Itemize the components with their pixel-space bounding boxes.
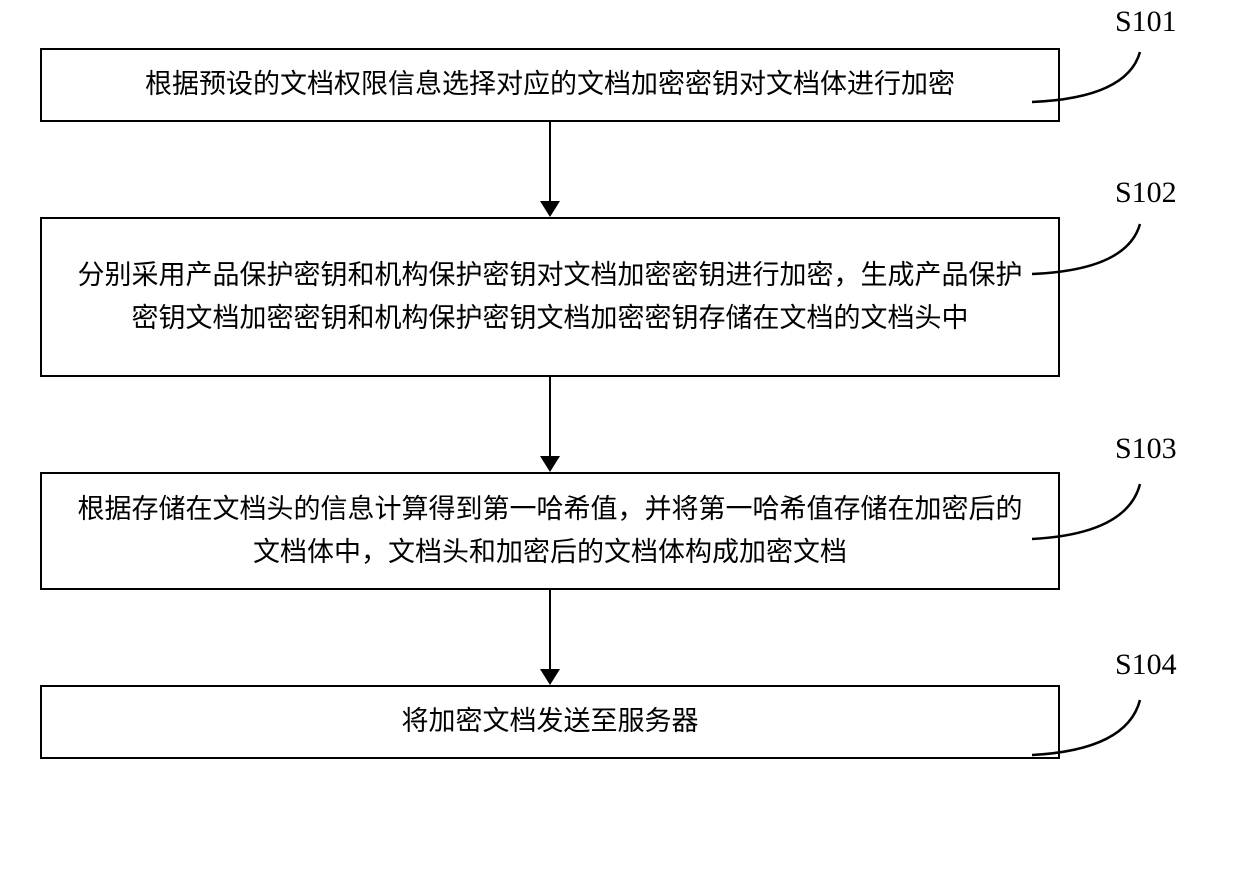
arrow-2 [40, 377, 1060, 472]
leader-1 [1032, 52, 1177, 102]
flow-step-2: 分别采用产品保护密钥和机构保护密钥对文档加密密钥进行加密，生成产品保护密钥文档加… [40, 217, 1060, 377]
arrow-down-icon [538, 377, 562, 472]
flow-step-3-text: 根据存储在文档头的信息计算得到第一哈希值，并将第一哈希值存储在加密后的文档体中，… [72, 488, 1028, 574]
flowchart-container: 根据预设的文档权限信息选择对应的文档加密密钥对文档体进行加密 分别采用产品保护密… [40, 48, 1060, 759]
step-label-4: S104 [1115, 648, 1177, 682]
flow-step-1: 根据预设的文档权限信息选择对应的文档加密密钥对文档体进行加密 [40, 48, 1060, 122]
leader-3 [1032, 484, 1177, 539]
step-label-1: S101 [1115, 5, 1177, 39]
leader-4 [1032, 700, 1177, 755]
flow-step-2-text: 分别采用产品保护密钥和机构保护密钥对文档加密密钥进行加密，生成产品保护密钥文档加… [72, 254, 1028, 340]
step-label-2: S102 [1115, 176, 1177, 210]
arrow-1 [40, 122, 1060, 217]
arrow-down-icon [538, 590, 562, 685]
flow-step-4-text: 将加密文档发送至服务器 [402, 700, 699, 743]
flow-step-4: 将加密文档发送至服务器 [40, 685, 1060, 759]
leader-path [1032, 224, 1140, 274]
leader-path [1032, 52, 1140, 102]
arrow-head [540, 669, 560, 685]
leader-2 [1032, 224, 1177, 274]
flow-step-1-text: 根据预设的文档权限信息选择对应的文档加密密钥对文档体进行加密 [145, 63, 955, 106]
arrow-down-icon [538, 122, 562, 217]
step-label-3: S103 [1115, 432, 1177, 466]
flow-step-3: 根据存储在文档头的信息计算得到第一哈希值，并将第一哈希值存储在加密后的文档体中，… [40, 472, 1060, 590]
arrow-3 [40, 590, 1060, 685]
arrow-head [540, 201, 560, 217]
arrow-head [540, 456, 560, 472]
leader-path [1032, 484, 1140, 539]
leader-path [1032, 700, 1140, 755]
